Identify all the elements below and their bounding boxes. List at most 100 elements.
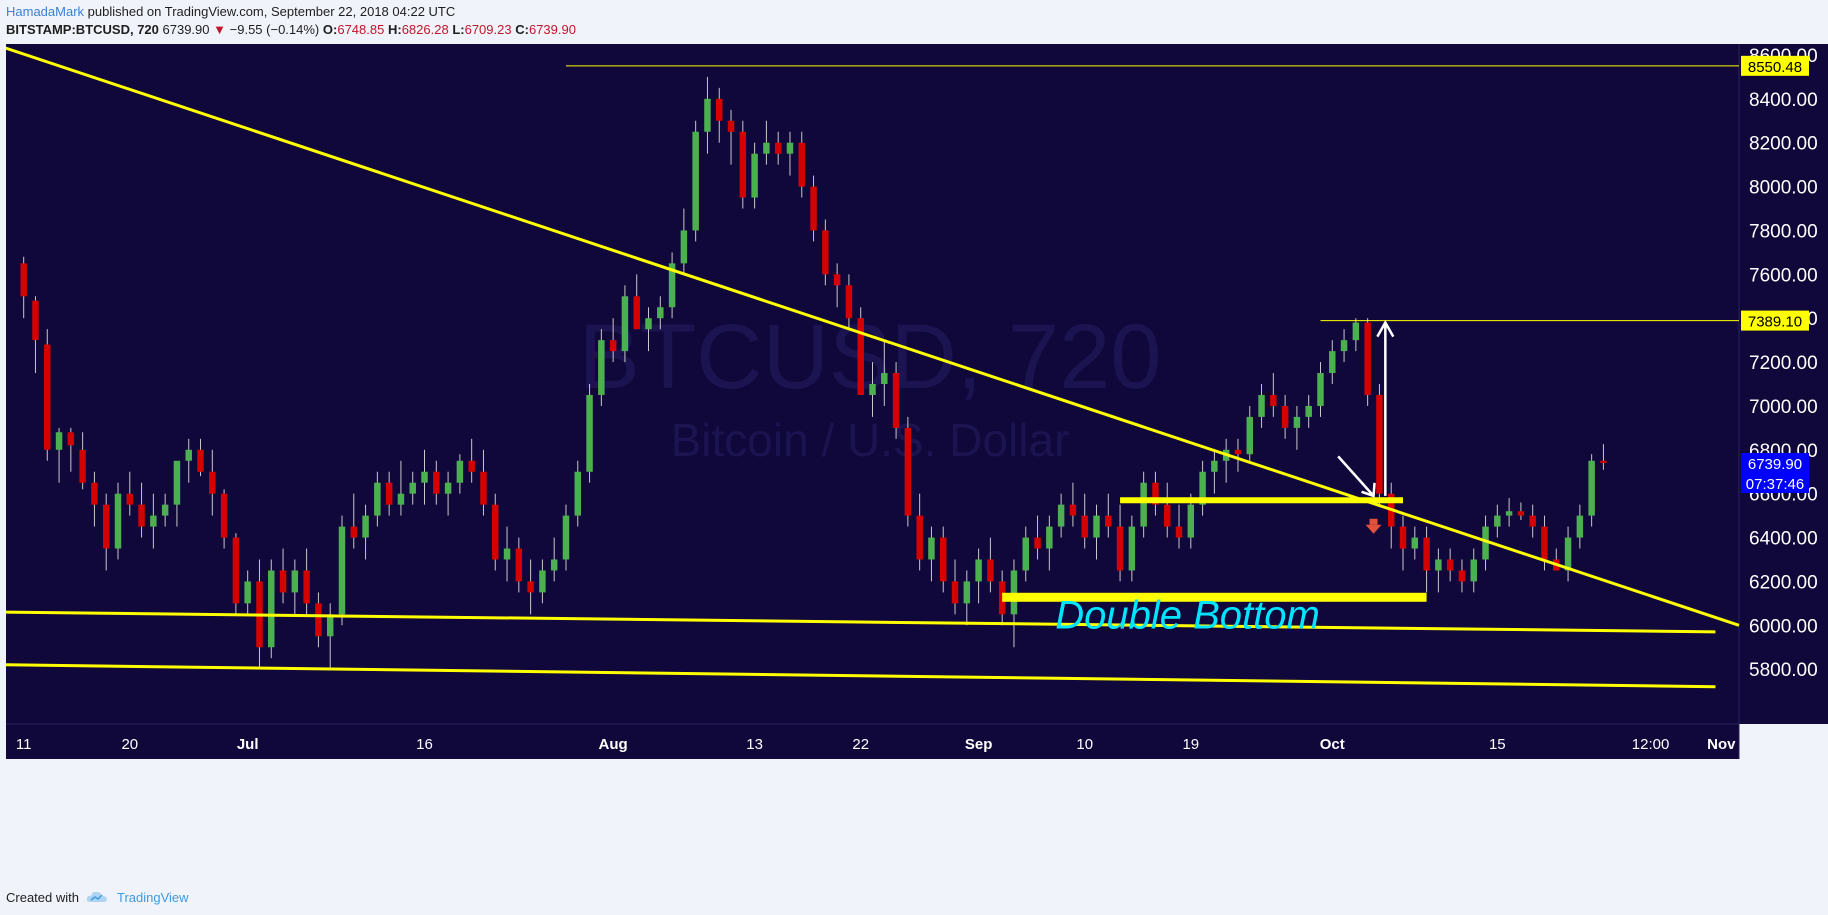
created-with-text: Created with — [6, 890, 79, 905]
bar-countdown-label: 07:37:46 — [1746, 476, 1804, 493]
candle-body — [1446, 559, 1454, 571]
tradingview-cloud-icon — [86, 891, 107, 902]
candle-body — [1317, 373, 1324, 406]
footer: Created with TradingView — [0, 876, 1828, 915]
candle-body — [114, 493, 122, 549]
time-axis-background[interactable] — [6, 724, 1739, 759]
price-tick-label: 8400.00 — [1749, 90, 1818, 111]
candle-body — [1022, 537, 1030, 571]
candle-body — [138, 504, 145, 527]
candle-body — [1140, 482, 1147, 527]
support-bar — [1002, 592, 1427, 602]
candle-body — [91, 482, 98, 505]
candle-body — [763, 142, 770, 154]
time-tick-label: Sep — [965, 736, 993, 753]
candle-body — [1116, 526, 1124, 571]
current-price-label: 6739.90 — [1748, 456, 1802, 473]
candle-body — [515, 548, 523, 582]
candle-body — [1576, 515, 1584, 538]
candle-body — [55, 432, 63, 450]
candle-body — [1057, 504, 1065, 527]
candle-body — [232, 537, 240, 604]
candle-body — [857, 318, 864, 395]
candle-body — [1494, 515, 1501, 527]
candle-body — [456, 460, 464, 483]
candle-body — [786, 142, 794, 154]
candle-body — [822, 230, 829, 275]
candle-body — [303, 570, 310, 604]
neckline-bar — [1120, 497, 1404, 504]
candle-body — [975, 559, 982, 582]
level-badge — [1741, 55, 1809, 76]
candle-body — [774, 142, 782, 154]
candle-body — [1081, 515, 1088, 538]
candle-body — [1105, 515, 1112, 527]
candle-body — [185, 449, 192, 461]
down-marker-icon — [1369, 518, 1378, 525]
tradingview-brand[interactable]: TradingView — [117, 890, 189, 905]
candle-body — [397, 493, 405, 505]
price-chart[interactable]: BTCUSD, 720 Bitcoin / U.S. Dollar Double… — [0, 44, 1828, 844]
candle-body — [1187, 504, 1195, 538]
chart-area[interactable]: BTCUSD, 720 Bitcoin / U.S. Dollar Double… — [0, 44, 1828, 844]
channel-upper-line — [5, 610, 1716, 634]
candle-body — [1199, 471, 1206, 505]
candle-body — [739, 131, 747, 198]
time-tick-label: Oct — [1320, 736, 1345, 753]
current-price-badge — [1741, 452, 1809, 493]
time-tick-label: Jul — [237, 736, 259, 753]
candle-body — [1152, 482, 1159, 505]
candle-body — [409, 482, 416, 494]
candle-body — [421, 471, 428, 483]
candle-body — [1034, 537, 1041, 549]
candle-body — [668, 263, 676, 308]
candle-body — [1423, 537, 1430, 571]
symbol-label[interactable]: BITSTAMP:BTCUSD, 720 — [6, 22, 159, 37]
candle-body — [951, 581, 959, 604]
price-axis-background[interactable] — [1739, 44, 1828, 724]
candle-body — [503, 548, 511, 560]
price-tick-label: 7600.00 — [1749, 265, 1818, 286]
price-badges: 8550.48 7389.10 6739.90 07:37:46 — [1741, 55, 1809, 493]
candle-body — [444, 482, 452, 494]
price-tick-label: 7000.00 — [1749, 397, 1818, 418]
candle-body — [268, 570, 275, 648]
candle-body — [892, 373, 900, 428]
candle-body — [845, 285, 853, 319]
price-axis[interactable]: 8600.008400.008200.008000.007800.007600.… — [1749, 46, 1818, 681]
candle-body — [1329, 351, 1336, 374]
candle-body — [645, 318, 652, 330]
close-label: C: — [515, 22, 529, 37]
candle-body — [810, 186, 817, 231]
candle-body — [468, 460, 475, 472]
price-tick-label: 6200.00 — [1749, 572, 1818, 593]
candle-body — [680, 230, 688, 264]
candle-body — [1399, 526, 1407, 549]
candle-body — [1564, 537, 1572, 571]
candle-body — [1305, 405, 1312, 417]
time-tick-label: 19 — [1182, 736, 1199, 753]
price-tick-label: 7800.00 — [1749, 221, 1818, 242]
author-link[interactable]: HamadaMark — [6, 4, 85, 19]
time-tick-label: 16 — [416, 736, 433, 753]
time-axis[interactable]: 11 20 Jul 16 Aug 13 22 Sep 10 19 Oct 15 12:00 Nov — [16, 736, 1736, 753]
candle-body — [1234, 449, 1242, 455]
candle-body — [492, 504, 499, 560]
candle-body — [1258, 394, 1265, 417]
candle-body — [963, 581, 971, 604]
candle-body — [1270, 394, 1277, 406]
candle-body — [1246, 416, 1253, 455]
candle-body — [291, 570, 299, 593]
candle-body — [350, 526, 358, 538]
candle-body — [1128, 526, 1136, 571]
time-tick-label: 10 — [1076, 736, 1093, 753]
candle-body — [374, 482, 381, 516]
pullback-arrow-head — [1361, 482, 1376, 498]
descending-trendline — [0, 44, 1740, 627]
level-badge-label: 7389.10 — [1748, 314, 1802, 331]
candle-body — [621, 296, 629, 352]
channel-lower-line — [5, 663, 1716, 689]
candle-body — [1470, 559, 1477, 582]
candle-body — [1211, 460, 1218, 472]
candle-body — [220, 493, 228, 538]
